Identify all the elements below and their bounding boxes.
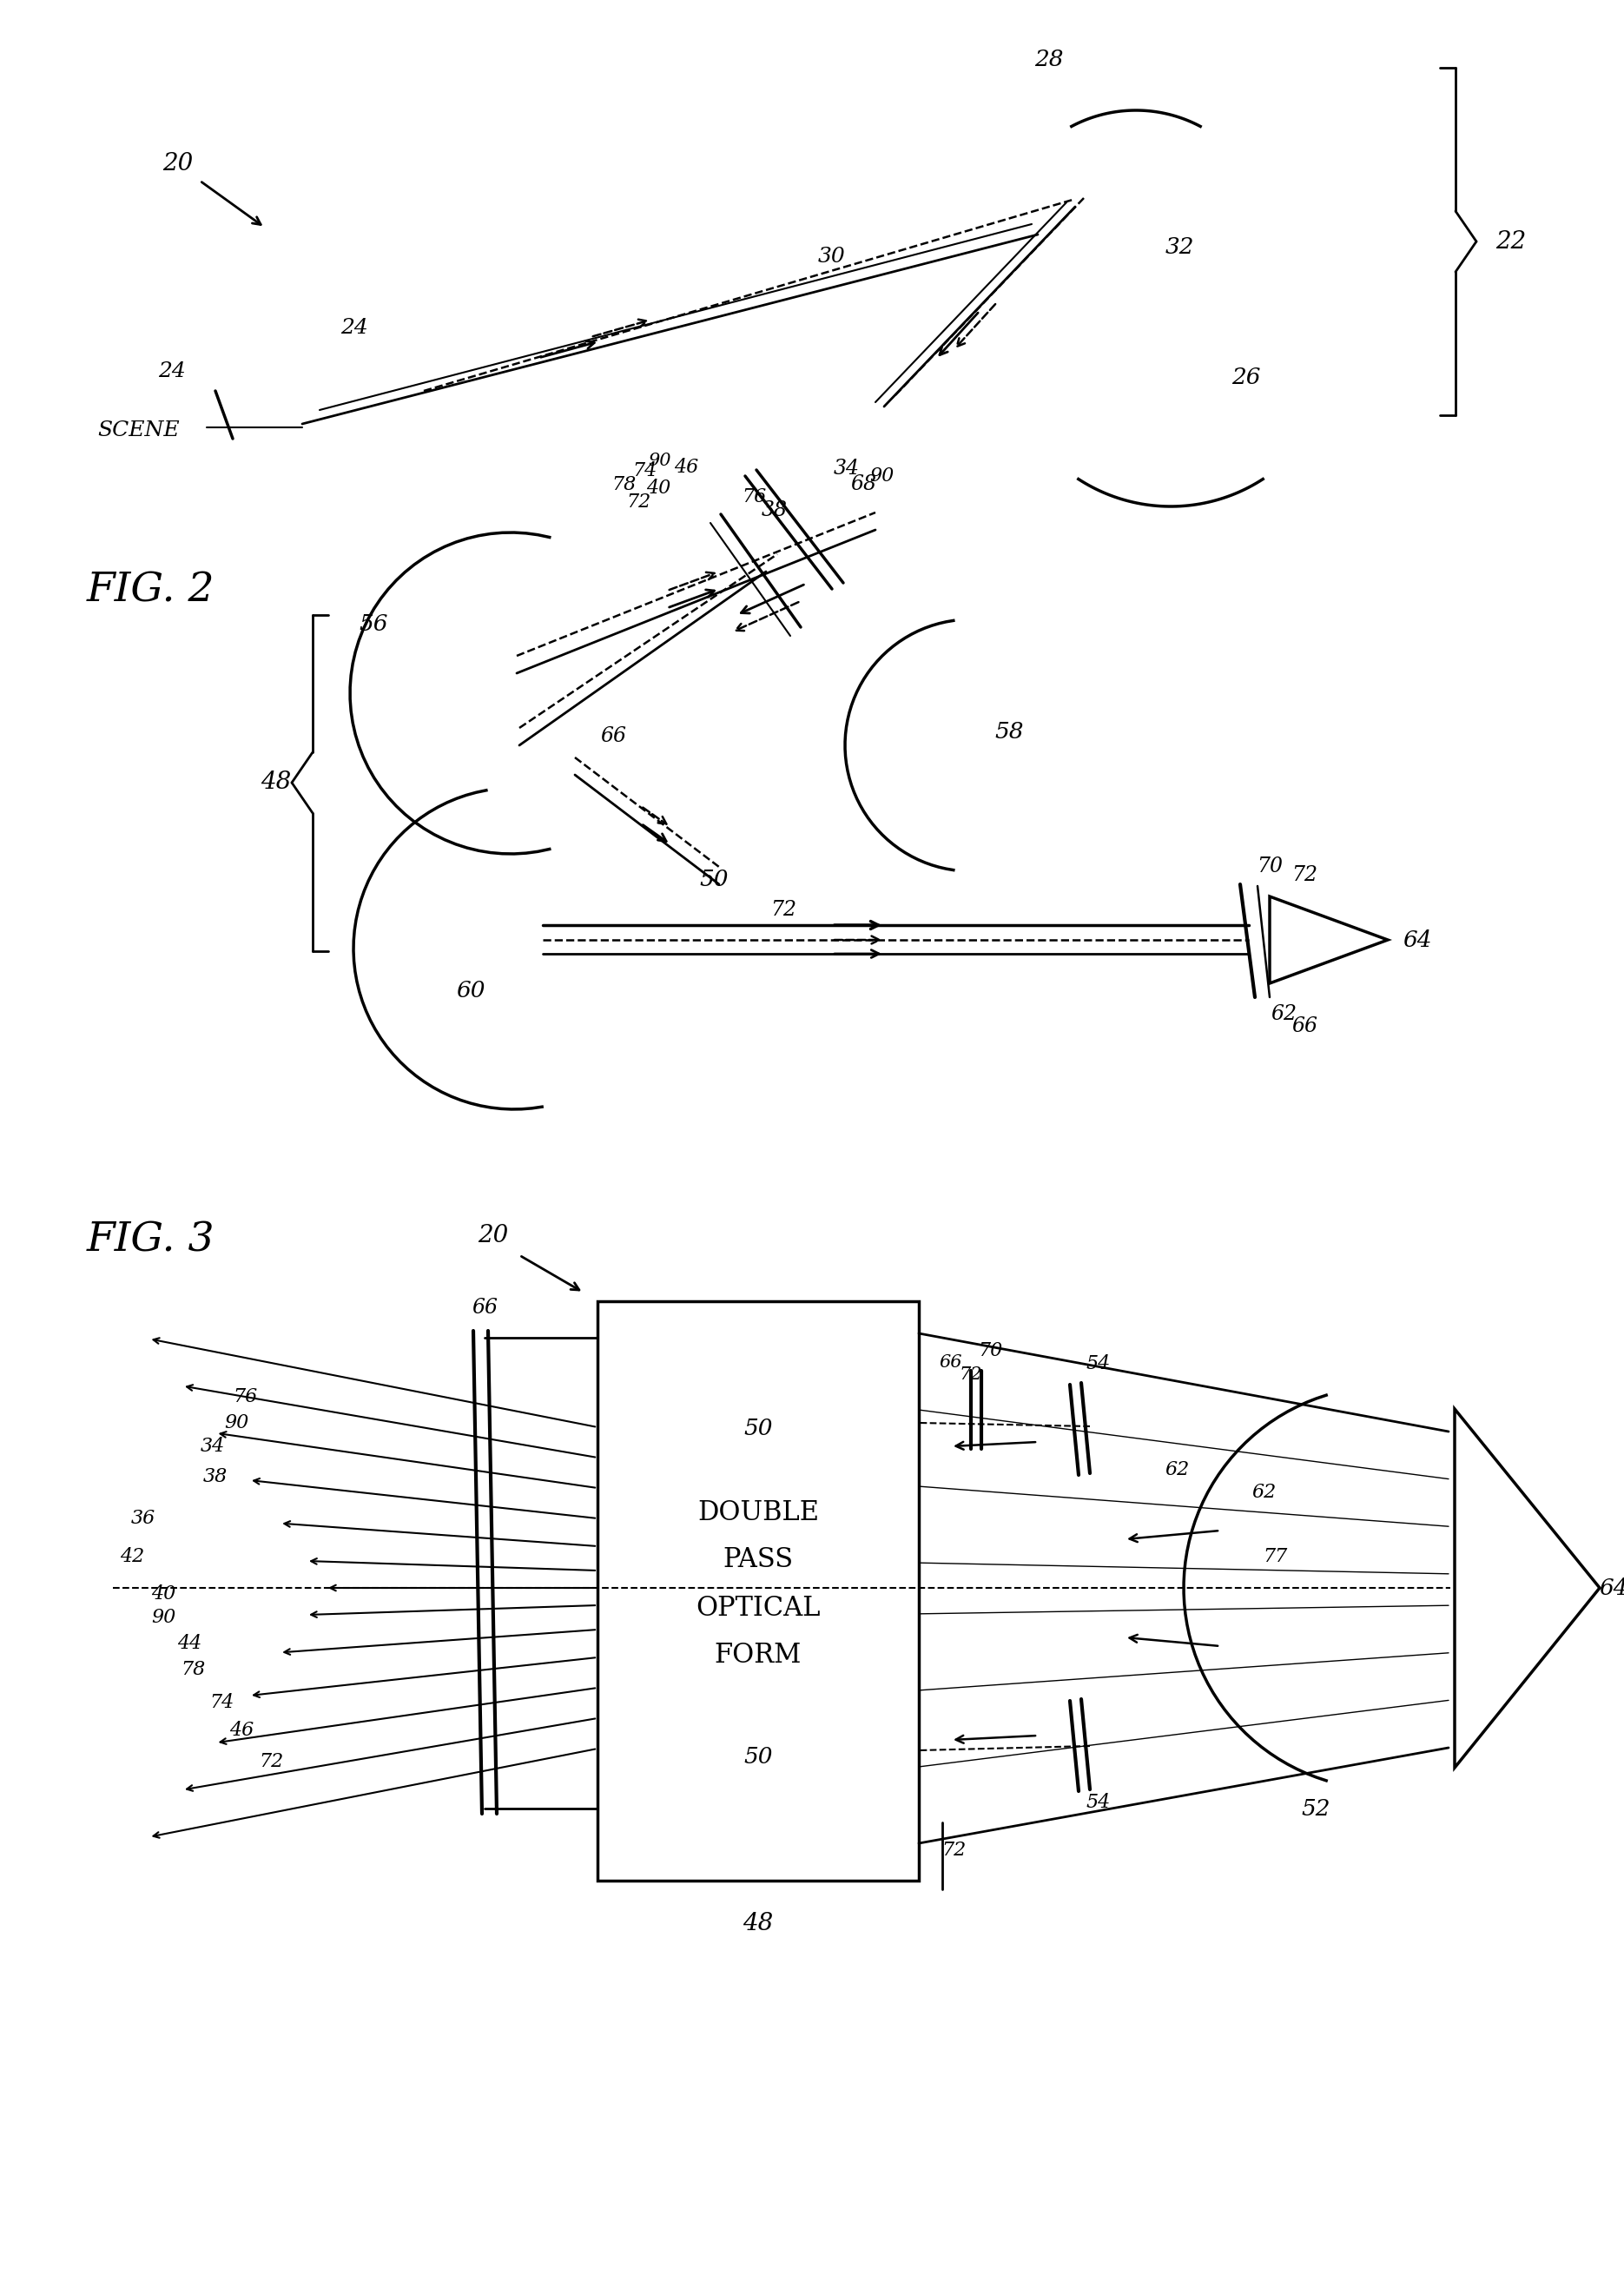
Text: 24: 24 [341, 318, 369, 339]
Text: 66: 66 [939, 1354, 963, 1370]
Text: 40: 40 [151, 1583, 175, 1604]
Text: 32: 32 [1164, 237, 1194, 259]
Text: 70: 70 [1257, 858, 1283, 876]
Text: 64: 64 [1403, 928, 1432, 951]
Text: 20: 20 [162, 152, 193, 175]
Text: FORM: FORM [715, 1643, 802, 1670]
Text: 90: 90 [648, 453, 672, 469]
Text: 34: 34 [833, 460, 859, 480]
Text: 34: 34 [200, 1438, 226, 1456]
Text: 64: 64 [1600, 1577, 1624, 1599]
Text: 46: 46 [674, 457, 698, 478]
Text: 36: 36 [132, 1508, 156, 1529]
Text: 72: 72 [960, 1365, 983, 1383]
Text: 78: 78 [611, 475, 637, 494]
Text: 46: 46 [229, 1720, 253, 1740]
Text: 90: 90 [224, 1413, 248, 1433]
Text: 40: 40 [646, 478, 671, 498]
Text: 42: 42 [120, 1547, 145, 1565]
Text: 22: 22 [1496, 230, 1527, 253]
Text: 50: 50 [700, 869, 729, 890]
Text: SCENE: SCENE [97, 421, 179, 441]
Text: 72: 72 [942, 1840, 966, 1859]
Text: 62: 62 [1270, 1006, 1296, 1024]
Text: 76: 76 [742, 487, 767, 507]
Text: 58: 58 [994, 721, 1023, 742]
Text: 26: 26 [1231, 366, 1260, 389]
Text: 60: 60 [456, 981, 486, 1001]
Text: 90: 90 [869, 466, 893, 485]
Text: 50: 50 [744, 1745, 773, 1768]
Text: 52: 52 [1301, 1797, 1330, 1820]
Text: 28: 28 [1034, 48, 1064, 71]
Text: 62: 62 [1252, 1483, 1276, 1502]
Text: 24: 24 [158, 362, 185, 382]
Bar [598, 1301, 919, 1881]
Text: 76: 76 [232, 1388, 257, 1406]
Text: 72: 72 [625, 491, 651, 512]
Text: 66: 66 [601, 726, 627, 746]
Text: 48: 48 [261, 771, 291, 794]
Text: 78: 78 [180, 1661, 205, 1679]
Text: PASS: PASS [723, 1547, 794, 1574]
Text: 72: 72 [770, 901, 796, 921]
Text: 38: 38 [203, 1467, 227, 1486]
Text: 77: 77 [1262, 1547, 1288, 1565]
Text: DOUBLE: DOUBLE [697, 1499, 818, 1527]
Text: 90: 90 [151, 1608, 175, 1627]
Text: 70: 70 [978, 1342, 1002, 1360]
Text: 50: 50 [744, 1417, 773, 1440]
Text: 30: 30 [818, 246, 846, 266]
Text: 74: 74 [632, 462, 656, 480]
Text: 48: 48 [742, 1913, 773, 1936]
Text: 66: 66 [471, 1297, 497, 1317]
Text: 56: 56 [359, 612, 388, 635]
Text: 38: 38 [762, 500, 788, 521]
Text: 54: 54 [1086, 1354, 1111, 1374]
Text: 62: 62 [1164, 1461, 1189, 1479]
Text: 54: 54 [1086, 1793, 1111, 1811]
Text: 66: 66 [1291, 1017, 1317, 1037]
Text: FIG. 3: FIG. 3 [86, 1222, 214, 1260]
Text: 20: 20 [477, 1224, 508, 1247]
Text: OPTICAL: OPTICAL [695, 1595, 820, 1622]
Text: 44: 44 [177, 1633, 201, 1654]
Text: 72: 72 [1291, 864, 1317, 885]
Text: 74: 74 [209, 1693, 234, 1713]
Text: 68: 68 [851, 475, 877, 494]
Text: 72: 72 [258, 1752, 283, 1772]
Text: FIG. 2: FIG. 2 [86, 571, 214, 610]
